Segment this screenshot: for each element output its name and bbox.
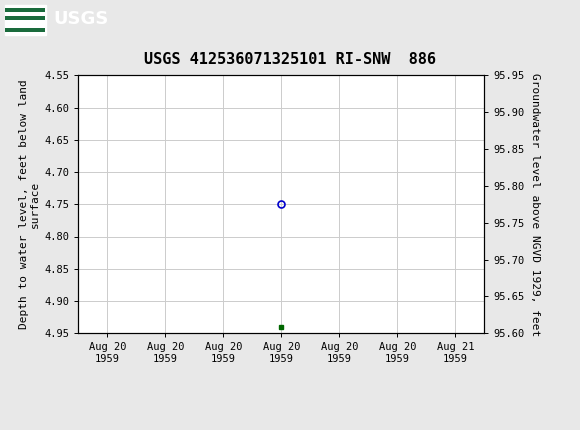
Y-axis label: Depth to water level, feet below land
surface: Depth to water level, feet below land su… [19, 80, 40, 329]
Text: USGS: USGS [53, 10, 108, 28]
Bar [5, 8, 45, 12]
Legend: Period of approved data: Period of approved data [184, 427, 379, 430]
Text: USGS 412536071325101 RI-SNW  886: USGS 412536071325101 RI-SNW 886 [144, 52, 436, 67]
Bar [5, 15, 45, 20]
Y-axis label: Groundwater level above NGVD 1929, feet: Groundwater level above NGVD 1929, feet [530, 73, 540, 336]
Bar [5, 5, 46, 35]
Bar [5, 28, 45, 32]
